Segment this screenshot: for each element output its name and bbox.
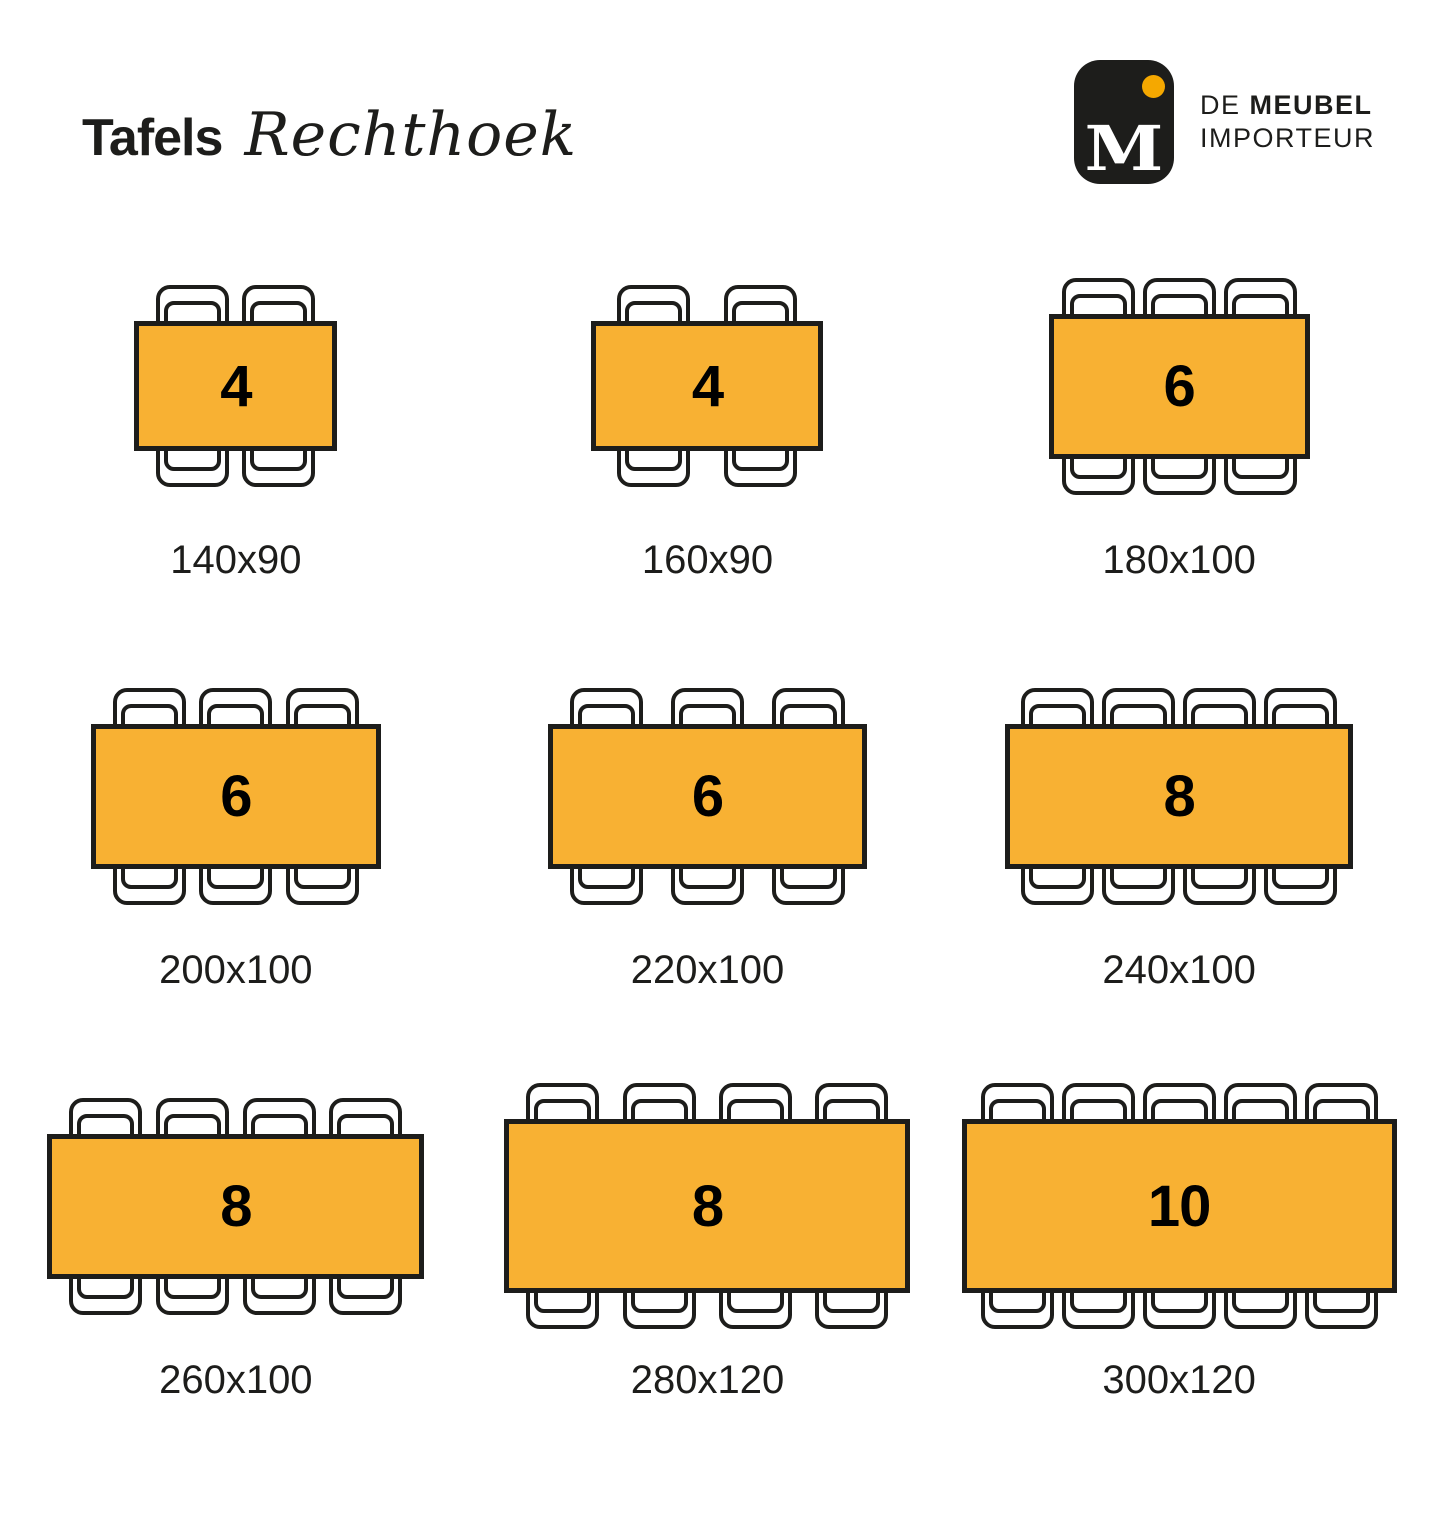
logo-text: DE MEUBEL IMPORTEUR	[1200, 89, 1375, 155]
seat-count: 6	[220, 763, 252, 829]
brand-monogram-icon: M	[1073, 60, 1174, 185]
title-script: Rechthoek	[244, 100, 578, 170]
logo-letter-m: M	[1084, 112, 1164, 185]
header: Tafels Rechthoek M DE MEUBEL IMPORTEUR	[0, 0, 1445, 250]
page-title: Tafels Rechthoek	[82, 100, 577, 170]
figure-box: 6	[1048, 250, 1310, 522]
logo-dot-icon	[1141, 75, 1165, 98]
table-diagram: 6	[547, 687, 867, 905]
figure-box: 4	[134, 250, 338, 522]
table-figure: 6 200x100	[0, 660, 472, 1070]
table-top: 6	[1048, 313, 1310, 459]
table-diagram: 4	[134, 284, 338, 488]
size-label: 280x120	[630, 1358, 785, 1402]
table-diagram: 6	[1048, 277, 1310, 495]
size-label: 240x100	[1102, 948, 1256, 992]
seat-count: 8	[220, 1173, 252, 1239]
table-diagram: 8	[504, 1083, 911, 1329]
table-figure: 6 180x100	[943, 250, 1415, 660]
seat-count: 4	[220, 353, 252, 419]
figure-box: 8	[1005, 660, 1354, 932]
table-figure: 10 300x120	[943, 1070, 1415, 1480]
size-label: 200x100	[159, 948, 313, 992]
logo-text-de: DE	[1199, 90, 1250, 121]
table-top: 4	[591, 320, 824, 452]
table-figure: 4 160x90	[472, 250, 944, 660]
size-label: 140x90	[170, 538, 302, 582]
size-label: 260x100	[159, 1358, 313, 1402]
table-top: 6	[547, 723, 867, 869]
size-label: 220x100	[630, 948, 785, 992]
table-top: 8	[47, 1133, 425, 1279]
seat-count: 10	[1147, 1173, 1212, 1239]
logo-text-line1: DE MEUBEL	[1200, 89, 1375, 122]
table-top: 10	[961, 1119, 1397, 1293]
figure-box: 8	[504, 1070, 911, 1342]
table-diagram: 10	[961, 1083, 1397, 1329]
table-top: 6	[90, 723, 381, 869]
seat-count: 8	[1163, 763, 1196, 829]
table-top: 8	[1005, 723, 1354, 869]
size-label: 160x90	[641, 538, 774, 582]
table-top: 8	[504, 1119, 911, 1293]
table-top: 4	[134, 320, 338, 452]
title-main: Tafels	[82, 109, 223, 167]
size-label: 300x120	[1102, 1358, 1256, 1402]
seat-count: 4	[691, 353, 724, 419]
brand-logo: M DE MEUBEL IMPORTEUR	[1073, 60, 1375, 185]
table-figure: 8 240x100	[943, 660, 1415, 1070]
figure-box: 10	[961, 1070, 1397, 1342]
figure-box: 6	[90, 660, 381, 932]
logo-text-line2: IMPORTEUR	[1199, 123, 1375, 153]
figure-box: 6	[547, 660, 867, 932]
seat-count: 8	[691, 1173, 724, 1239]
size-label: 180x100	[1102, 538, 1256, 582]
tables-grid: 4 140x90 4 160x90 6	[0, 250, 1445, 1480]
seat-count: 6	[691, 763, 724, 829]
table-diagram: 8	[47, 1097, 425, 1315]
table-figure: 8 260x100	[0, 1070, 472, 1480]
table-diagram: 6	[90, 687, 381, 905]
table-figure: 8 280x120	[472, 1070, 944, 1480]
table-figure: 6 220x100	[472, 660, 944, 1070]
table-diagram: 4	[591, 284, 824, 488]
seat-count: 6	[1163, 353, 1196, 419]
table-diagram: 8	[1005, 687, 1354, 905]
figure-box: 4	[591, 250, 824, 522]
figure-box: 8	[47, 1070, 425, 1342]
table-figure: 4 140x90	[0, 250, 472, 660]
logo-text-meubel: MEUBEL	[1249, 90, 1373, 121]
